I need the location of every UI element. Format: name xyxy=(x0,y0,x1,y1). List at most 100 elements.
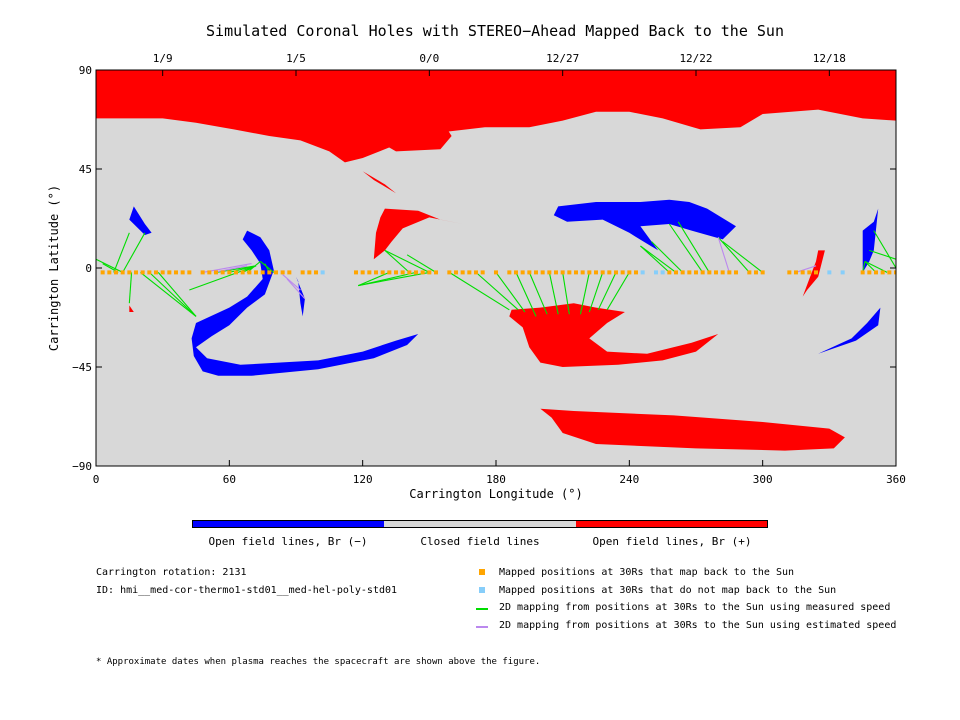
chart-title: Simulated Coronal Holes with STEREO−Ahea… xyxy=(206,22,784,40)
y-tick-label-2: 0 xyxy=(85,262,92,275)
negative-open-region-5 xyxy=(296,276,305,317)
x-tick-label-3: 180 xyxy=(486,473,506,486)
mapped-point-16 xyxy=(214,270,218,275)
mapped-point-21 xyxy=(247,270,252,275)
map-plot-area xyxy=(96,70,896,466)
x-tick-label-5: 300 xyxy=(753,473,773,486)
mapped-point-72 xyxy=(674,270,678,275)
mapped-point-69 xyxy=(627,270,632,275)
mapped-point-61 xyxy=(574,270,578,275)
mapped-point-92 xyxy=(874,270,878,275)
model-id: ID: hmi__med-cor-thermo1-std01__med-hel-… xyxy=(96,585,398,596)
measured-mapping-line-30 xyxy=(597,272,617,311)
not-mapped-point-5 xyxy=(840,270,845,275)
measured-mapping-line-37 xyxy=(717,236,750,273)
measured-mapping-line-36 xyxy=(677,221,710,273)
mapped-point-76 xyxy=(700,270,705,275)
not-mapped-point-0 xyxy=(320,270,325,275)
measured-mapping-line-43 xyxy=(873,230,896,269)
colorbar-label-closed: Closed field lines xyxy=(420,535,540,548)
measured-mapping-line-23 xyxy=(495,272,526,313)
not-mapped-point-1 xyxy=(640,270,645,275)
measured-mapping-line-18 xyxy=(384,249,410,273)
legend-label-measured: 2D mapping from positions at 30Rs to the… xyxy=(499,602,891,613)
mapped-point-20 xyxy=(240,270,245,275)
measured-mapping-line-32 xyxy=(640,245,670,273)
measured-mapping-line-11 xyxy=(189,265,257,291)
estimated-mapping-line-1 xyxy=(213,265,248,273)
mapped-point-67 xyxy=(614,270,618,275)
mapped-point-93 xyxy=(880,270,885,275)
footnote: * Approximate dates when plasma reaches … xyxy=(96,657,541,667)
mapped-point-73 xyxy=(680,270,685,275)
colorbar-negative xyxy=(193,521,385,527)
mapped-point-36 xyxy=(387,270,392,275)
measured-mapping-line-29 xyxy=(588,272,604,313)
mapped-point-75 xyxy=(694,270,698,275)
mapped-point-65 xyxy=(600,270,605,275)
positive-open-region-4 xyxy=(362,171,396,194)
y-axis-label: Carrington Latitude (°) xyxy=(47,185,61,351)
mapped-point-15 xyxy=(207,270,212,275)
mapped-point-60 xyxy=(567,270,572,275)
mapped-point-23 xyxy=(260,270,265,275)
mapped-point-64 xyxy=(594,270,598,275)
mapped-point-43 xyxy=(434,270,438,275)
mapped-point-66 xyxy=(607,270,612,275)
mapped-point-80 xyxy=(727,270,732,275)
positive-open-region-8 xyxy=(129,305,134,312)
top-date-label-5: 12/18 xyxy=(813,52,846,65)
mapped-point-14 xyxy=(200,270,205,275)
mapped-point-83 xyxy=(754,270,758,275)
mapped-point-31 xyxy=(354,270,358,275)
mapped-point-88 xyxy=(807,270,812,275)
mapped-point-82 xyxy=(747,270,752,275)
mapped-point-74 xyxy=(687,270,692,275)
mapped-point-11 xyxy=(174,270,178,275)
positive-open-region-0 xyxy=(96,70,896,163)
negative-open-region-3 xyxy=(862,208,879,273)
measured-mapping-line-38 xyxy=(722,241,764,273)
mapped-point-48 xyxy=(474,270,478,275)
mapped-point-2 xyxy=(114,270,118,275)
mapped-point-40 xyxy=(414,270,418,275)
positive-open-region-2 xyxy=(369,111,452,152)
estimated-mapping-line-2 xyxy=(286,278,306,300)
carrington-rotation: Carrington rotation: 2131 xyxy=(96,567,247,578)
measured-mapping-line-15 xyxy=(358,271,390,287)
positive-open-region-5 xyxy=(509,303,719,367)
colorbar-label-negative: Open field lines, Br (−) xyxy=(208,535,368,548)
mapped-point-29 xyxy=(307,270,312,275)
positive-open-region-3 xyxy=(373,208,463,260)
measured-mapping-line-35 xyxy=(668,223,704,273)
mapped-point-78 xyxy=(714,270,718,275)
measured-mapping-line-20 xyxy=(406,254,437,273)
measured-mapping-line-24 xyxy=(515,272,537,317)
mapped-point-12 xyxy=(180,270,185,275)
mapped-point-38 xyxy=(400,270,405,275)
mapped-point-54 xyxy=(527,270,532,275)
not-mapped-point-3 xyxy=(660,270,665,275)
legend-swatch-mapped xyxy=(479,569,485,575)
measured-mapping-line-31 xyxy=(606,272,630,311)
x-axis-label: Carrington Longitude (°) xyxy=(409,487,582,501)
mapped-point-89 xyxy=(814,270,818,275)
legend-label-mapped: Mapped positions at 30Rs that map back t… xyxy=(499,567,795,578)
mapped-point-9 xyxy=(160,270,165,275)
mapped-point-91 xyxy=(867,270,872,275)
mapped-point-57 xyxy=(547,270,552,275)
measured-mapping-line-28 xyxy=(579,272,590,315)
top-date-label-3: 12/27 xyxy=(546,52,579,65)
measured-mapping-line-42 xyxy=(869,249,896,260)
x-tick-label-6: 360 xyxy=(886,473,906,486)
closed-field-background xyxy=(96,70,896,466)
mapped-point-13 xyxy=(187,270,192,275)
measured-mapping-line-22 xyxy=(475,271,519,311)
top-date-label-1: 1/5 xyxy=(286,52,306,65)
mapped-point-6 xyxy=(140,270,145,275)
plot-content xyxy=(96,70,896,466)
mapped-point-84 xyxy=(760,270,765,275)
positive-open-region-6 xyxy=(802,250,825,297)
mapped-point-3 xyxy=(120,270,125,275)
